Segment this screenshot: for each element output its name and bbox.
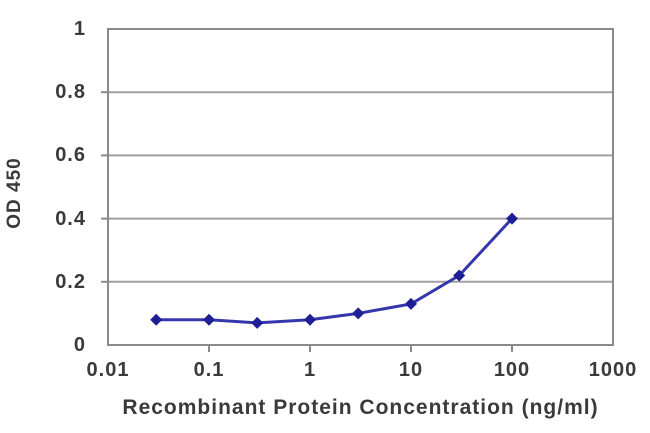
- data-point-marker: [453, 269, 466, 282]
- data-point-marker: [150, 313, 163, 326]
- x-tick-label: 1: [303, 359, 317, 381]
- data-point-marker: [352, 307, 365, 320]
- data-point-marker: [405, 297, 417, 310]
- y-tick-label: 0.8: [55, 81, 86, 104]
- plot-area: [101, 28, 614, 352]
- data-point-marker: [251, 316, 264, 329]
- chart-svg: [101, 28, 614, 352]
- y-tick-label: 0.4: [55, 207, 86, 230]
- y-tick-label: 1: [73, 18, 86, 40]
- data-point-marker: [304, 313, 316, 326]
- x-tick-label: 10: [398, 359, 424, 381]
- y-tick-label: 0: [73, 334, 86, 356]
- x-tick-label: 0.01: [86, 359, 130, 381]
- x-tick-label: 0.1: [193, 359, 225, 381]
- y-tick-label: 0.6: [55, 144, 86, 167]
- series-line: [154, 217, 514, 325]
- data-point-marker: [506, 212, 518, 225]
- y-tick-label: 0.2: [55, 270, 86, 293]
- x-tick-label: 1000: [588, 359, 638, 381]
- data-point-marker: [203, 313, 215, 326]
- x-axis-title: Recombinant Protein Concentration (ng/ml…: [122, 396, 599, 419]
- x-tick-label: 100: [493, 359, 531, 381]
- plot-frame: [107, 28, 614, 346]
